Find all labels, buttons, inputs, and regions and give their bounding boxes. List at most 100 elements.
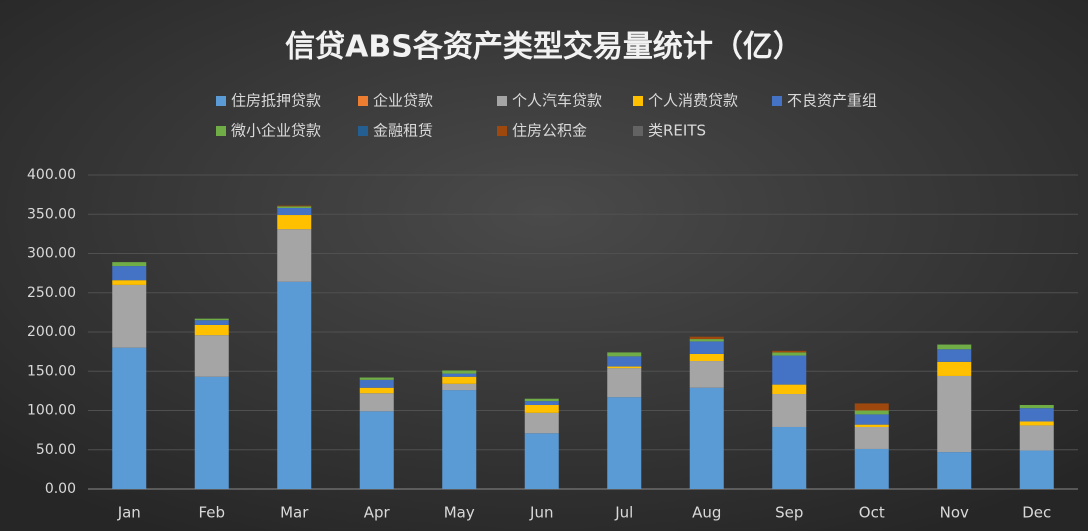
bar-segment [524, 433, 559, 489]
legend-label: 微小企业贷款 [231, 122, 321, 140]
bar-segment [772, 350, 807, 353]
y-tick-label: 400.00 [27, 167, 76, 183]
y-tick-label: 300.00 [27, 246, 76, 262]
bar-segment [937, 375, 972, 453]
legend-label: 个人消费贷款 [648, 92, 738, 110]
bar-segment [854, 414, 889, 425]
y-tick-label: 50.00 [36, 442, 76, 458]
bar-segment [112, 266, 147, 281]
bar-segment [112, 347, 147, 489]
legend-swatch [772, 96, 782, 106]
bar-segment [524, 398, 559, 402]
bar-segment [194, 324, 229, 336]
bar-segment [194, 376, 229, 489]
bar-segment [937, 349, 972, 362]
legend-label: 住房抵押贷款 [231, 92, 321, 110]
bar-segment [524, 405, 559, 413]
bar-segment [1019, 421, 1054, 426]
legend-swatch [358, 126, 368, 136]
bar-segment [194, 320, 229, 325]
legend-label: 住房公积金 [512, 122, 587, 140]
x-tick-label: Dec [1022, 504, 1051, 522]
x-tick-label: Jan [117, 504, 141, 522]
bar-segment [689, 387, 724, 489]
bar-segment [937, 452, 972, 489]
x-tick-label: Sep [775, 504, 803, 522]
bar-segment [689, 339, 724, 342]
bar-segment [854, 410, 889, 415]
bar-segment [607, 368, 642, 398]
bar-segment [112, 284, 147, 348]
bar-segment [194, 318, 229, 321]
bar-segment [689, 336, 724, 340]
bar-segment [772, 394, 807, 427]
bar-segment [607, 356, 642, 367]
y-tick-label: 0.00 [45, 481, 76, 497]
bar-segment [442, 383, 477, 391]
bar-segment [854, 448, 889, 489]
legend-swatch [216, 126, 226, 136]
bar-segment [112, 280, 147, 285]
bar-segment [1019, 408, 1054, 422]
bar-segment [359, 379, 394, 388]
bar-segment [442, 390, 477, 489]
legend-label: 个人汽车贷款 [512, 92, 602, 110]
bar-segment [937, 344, 972, 350]
bar-segment [524, 401, 559, 406]
bar-segment [277, 207, 312, 216]
legend-swatch [497, 126, 507, 136]
legend-label: 类REITS [648, 122, 706, 140]
bar-segment [277, 206, 312, 208]
y-tick-label: 250.00 [27, 285, 76, 301]
y-tick-label: 150.00 [27, 363, 76, 379]
bar-segment [689, 353, 724, 362]
bar-segment [772, 384, 807, 395]
x-tick-label: Jun [529, 504, 553, 522]
legend-label: 企业贷款 [373, 92, 433, 110]
bar-segment [359, 377, 394, 380]
legend-swatch [216, 96, 226, 106]
x-tick-label: Nov [940, 504, 969, 522]
legend-swatch [358, 96, 368, 106]
bar-segment [689, 361, 724, 388]
bar-segment [442, 376, 477, 384]
bar-segment [854, 403, 889, 411]
bar-segment [277, 281, 312, 489]
bar-segment [359, 393, 394, 412]
x-tick-label: Oct [859, 504, 885, 522]
legend-swatch [633, 126, 643, 136]
chart-title: 信贷ABS各资产类型交易量统计（亿） [285, 30, 803, 65]
y-tick-label: 200.00 [27, 324, 76, 340]
bar-segment [1019, 450, 1054, 489]
x-tick-label: Jul [614, 504, 633, 522]
x-tick-label: May [444, 504, 475, 522]
bar-segment [772, 426, 807, 489]
bar-segment [937, 361, 972, 376]
legend-label: 金融租赁 [373, 122, 433, 140]
legend-swatch [497, 96, 507, 106]
bar-segment [442, 373, 477, 377]
x-tick-label: Mar [280, 504, 309, 522]
bar-segment [1019, 405, 1054, 409]
x-tick-label: Aug [692, 504, 721, 522]
y-tick-label: 100.00 [27, 403, 76, 419]
bar-segment [112, 262, 147, 267]
bar-segment [689, 341, 724, 354]
bar-segment [607, 397, 642, 489]
bar-segment [194, 335, 229, 377]
bar-segment [277, 215, 312, 230]
bar-segment [524, 412, 559, 434]
bar-segment [854, 426, 889, 449]
bar-segment [772, 355, 807, 385]
bar-segment [359, 387, 394, 394]
bar-segment [277, 205, 312, 207]
y-tick-label: 350.00 [27, 206, 76, 222]
bar-segment [1019, 425, 1054, 451]
bar-segment [607, 366, 642, 369]
bar-segment [607, 352, 642, 357]
bar-segment [854, 424, 889, 427]
bar-segment [277, 229, 312, 282]
legend-label: 不良资产重组 [787, 92, 877, 110]
legend-swatch [633, 96, 643, 106]
